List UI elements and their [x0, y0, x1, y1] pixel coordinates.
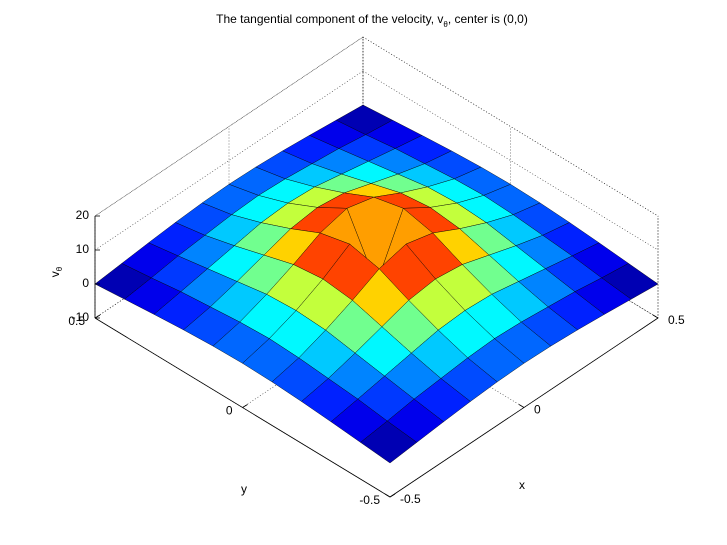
- title-text: , center is (0,0): [448, 12, 528, 26]
- tick-mark: [384, 493, 391, 498]
- z-axis-label: vθ: [48, 266, 64, 277]
- z-label-subscript: θ: [55, 266, 64, 271]
- x-tick-label: 0.5: [668, 313, 685, 327]
- tick-mark: [242, 404, 248, 408]
- x-tick-label: -0.5: [400, 492, 421, 506]
- x-tick-label: 0: [534, 403, 541, 417]
- z-tick-label: 20: [76, 208, 90, 222]
- tick-mark: [94, 314, 101, 319]
- y-tick-label: 0: [226, 404, 233, 418]
- grid-line: [362, 36, 659, 217]
- y-tick-label: -0.5: [359, 493, 380, 507]
- title-text: The tangential component of the velocity…: [216, 12, 443, 26]
- tick-mark: [518, 404, 525, 408]
- tick-mark: [652, 314, 659, 319]
- surface-patch: [360, 420, 418, 464]
- y-tick-label: 0.5: [68, 314, 85, 328]
- z-label-text: v: [48, 271, 62, 277]
- tick-mark: [389, 493, 396, 498]
- x-axis-label: x: [519, 478, 525, 492]
- z-tick-label: -10: [72, 310, 90, 324]
- y-axis-label: y: [241, 482, 247, 496]
- grid-line: [362, 70, 659, 251]
- chart-title: The tangential component of the velocity…: [216, 12, 528, 29]
- z-tick-label: 10: [76, 242, 90, 256]
- title-subscript: θ: [443, 20, 448, 29]
- z-tick-label: 0: [82, 276, 89, 290]
